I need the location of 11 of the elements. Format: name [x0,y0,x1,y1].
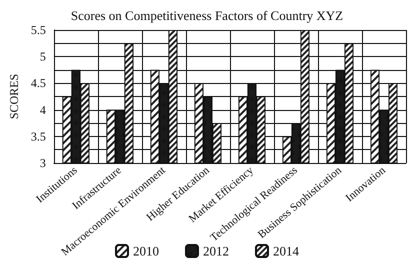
y-tick-label: 3 [40,156,46,170]
y-tick-label: 5 [40,50,46,64]
chart-title: Scores on Competitiveness Factors of Country XYZ [70,8,344,23]
legend-label: 2010 [133,244,159,258]
y-tick-label: 5.5 [30,23,46,37]
legend-label: 2012 [203,244,229,258]
y-axis-title: SCORES [7,74,21,120]
legend-label: 2014 [273,244,300,258]
y-tick-label: 4.5 [30,76,46,90]
y-tick-label: 4 [40,102,46,117]
y-tick-label: 3.5 [30,129,46,144]
